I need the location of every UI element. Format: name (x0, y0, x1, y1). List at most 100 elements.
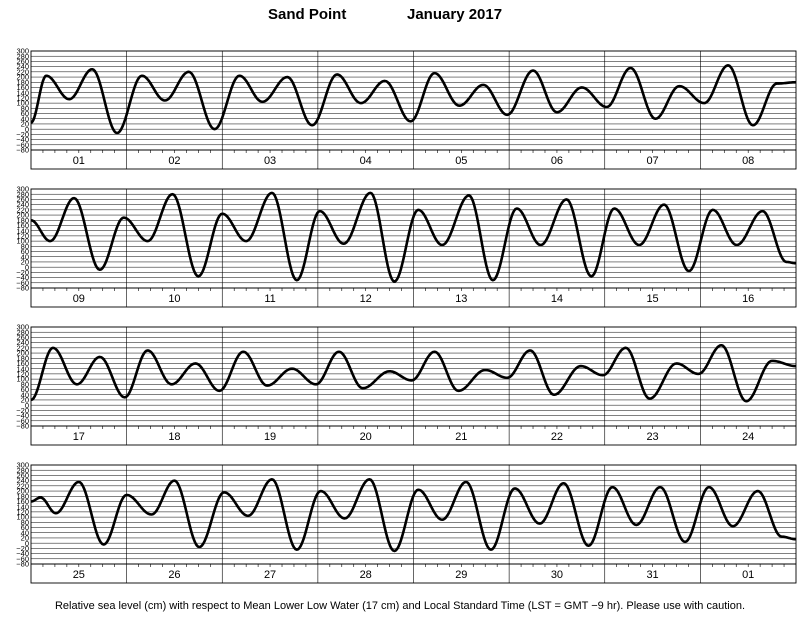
footer-caption: Relative sea level (cm) with respect to … (54, 600, 746, 612)
y-tick-label: −80 (16, 146, 29, 155)
y-tick-label: 280 (16, 466, 29, 475)
day-label: 24 (742, 431, 754, 443)
day-label: 26 (168, 569, 180, 581)
y-tick-label: 20 (21, 534, 29, 543)
y-tick-label: 140 (16, 226, 29, 235)
y-tick-label: 240 (16, 62, 29, 71)
tide-curve-panel-4 (30, 478, 797, 553)
panel-frame (30, 188, 797, 308)
y-tick-label: −60 (16, 278, 29, 287)
tide-curve-panel-1 (30, 64, 797, 135)
y-tick-label: 0 (25, 263, 29, 272)
y-tick-label: −20 (16, 268, 29, 277)
day-label: 29 (455, 569, 467, 581)
y-tick-label: 140 (16, 364, 29, 373)
y-tick-label: 160 (16, 359, 29, 368)
y-tick-label: −20 (16, 130, 29, 139)
y-tick-label: 200 (16, 349, 29, 358)
y-tick-label: 180 (16, 216, 29, 225)
panel-frame (30, 464, 797, 584)
y-tick-label: 20 (21, 258, 29, 267)
y-tick-label: 160 (16, 83, 29, 92)
y-tick-label: 120 (16, 507, 29, 516)
day-label: 12 (360, 293, 372, 305)
tide-curve-panel-3 (30, 343, 797, 403)
y-tick-label: −40 (16, 549, 29, 558)
y-tick-label: 220 (16, 67, 29, 76)
y-tick-label: −60 (16, 140, 29, 149)
y-tick-label: 140 (16, 502, 29, 511)
day-label: 05 (455, 155, 467, 167)
y-tick-label: 300 (16, 461, 29, 470)
y-tick-label: 260 (16, 195, 29, 204)
y-tick-label: 200 (16, 487, 29, 496)
y-tick-label: −80 (16, 284, 29, 293)
y-tick-label: 240 (16, 200, 29, 209)
day-label: 18 (168, 431, 180, 443)
y-tick-label: 120 (16, 231, 29, 240)
day-label: 30 (551, 569, 563, 581)
y-tick-label: 280 (16, 190, 29, 199)
y-tick-label: 180 (16, 354, 29, 363)
day-label: 17 (73, 431, 85, 443)
y-tick-label: 100 (16, 237, 29, 246)
day-label: 06 (551, 155, 563, 167)
period-title: January 2017 (407, 6, 503, 23)
y-tick-label: 100 (16, 99, 29, 108)
y-tick-label: 140 (16, 88, 29, 97)
y-tick-label: −80 (16, 560, 29, 569)
y-tick-label: 280 (16, 328, 29, 337)
day-label: 04 (360, 155, 372, 167)
y-tick-label: −80 (16, 422, 29, 431)
y-tick-label: −60 (16, 554, 29, 563)
day-label: 10 (168, 293, 180, 305)
y-tick-label: 300 (16, 185, 29, 194)
day-label: 16 (742, 293, 754, 305)
day-label: 08 (742, 155, 754, 167)
y-tick-label: −20 (16, 406, 29, 415)
tide-curve-panel-2 (30, 191, 797, 283)
y-tick-label: 240 (16, 476, 29, 485)
day-label: 03 (264, 155, 276, 167)
panel-frame (30, 50, 797, 170)
day-label: 31 (646, 569, 658, 581)
y-tick-label: 80 (21, 518, 29, 527)
day-label: 15 (646, 293, 658, 305)
y-tick-label: 160 (16, 221, 29, 230)
y-tick-label: 60 (21, 247, 29, 256)
y-tick-label: 0 (25, 401, 29, 410)
day-label: 07 (646, 155, 658, 167)
y-tick-label: 60 (21, 385, 29, 394)
y-tick-label: 280 (16, 52, 29, 61)
y-tick-label: 240 (16, 338, 29, 347)
day-label: 01 (742, 569, 754, 581)
y-tick-label: 20 (21, 396, 29, 405)
y-tick-label: 80 (21, 104, 29, 113)
station-title: Sand Point (268, 6, 347, 23)
y-tick-label: 300 (16, 323, 29, 332)
y-tick-label: 120 (16, 93, 29, 102)
y-tick-label: 260 (16, 57, 29, 66)
y-tick-label: 200 (16, 211, 29, 220)
day-label: 13 (455, 293, 467, 305)
day-label: 11 (264, 293, 275, 305)
day-label: 19 (264, 431, 276, 443)
y-tick-label: 160 (16, 497, 29, 506)
day-label: 22 (551, 431, 563, 443)
y-tick-label: 40 (21, 252, 29, 261)
y-tick-label: 60 (21, 523, 29, 532)
day-label: 27 (264, 569, 276, 581)
y-tick-label: 260 (16, 333, 29, 342)
y-tick-label: 100 (16, 375, 29, 384)
day-label: 09 (73, 293, 85, 305)
y-tick-label: 80 (21, 242, 29, 251)
y-tick-label: 220 (16, 205, 29, 214)
y-tick-label: 40 (21, 114, 29, 123)
y-tick-label: 20 (21, 120, 29, 129)
y-tick-label: 0 (25, 125, 29, 134)
y-tick-label: −40 (16, 273, 29, 282)
y-tick-label: 40 (21, 528, 29, 537)
y-tick-label: −40 (16, 135, 29, 144)
